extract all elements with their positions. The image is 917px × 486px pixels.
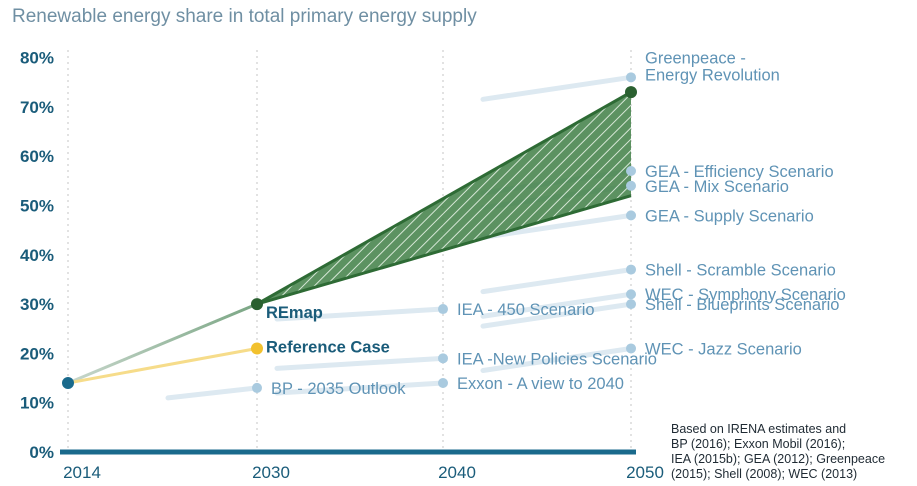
scenario-point: [626, 165, 636, 176]
scenario-trend-line: [480, 345, 634, 373]
remap-upper-line: [256, 90, 632, 306]
y-tick-label: 20%: [20, 344, 54, 363]
reference-case-label: Reference Case: [266, 338, 390, 356]
scenario-label: Shell - Scramble Scenario: [645, 262, 836, 280]
scenario-label: GEA - Supply Scenario: [645, 207, 814, 225]
scenario-label: WEC - Jazz Scenario: [645, 340, 802, 358]
scenario-point: [626, 343, 636, 354]
remap-2030-point: [251, 298, 263, 311]
y-tick-label: 40%: [20, 246, 54, 265]
scenario-point: [438, 353, 448, 364]
scenario-point: [438, 377, 448, 388]
x-tick-label: 2050: [626, 463, 664, 482]
scenario-trend-line: [274, 306, 446, 322]
x-tick-label: 2030: [252, 463, 290, 482]
y-tick-label: 60%: [20, 147, 54, 166]
source-note-line: (2015); Shell (2008); WEC (2013): [671, 467, 858, 481]
scenario-label: IEA -New Policies Scenario: [457, 350, 657, 368]
scenario-label: Greenpeace -Energy Revolution: [645, 49, 780, 84]
source-note-line: Based on IRENA estimates and: [671, 422, 847, 436]
y-tick-label: 30%: [20, 295, 54, 314]
scenario-point: [626, 299, 636, 310]
x-tick-label: 2040: [438, 463, 476, 482]
scenario-label: GEA - Efficiency Scenario: [645, 163, 834, 181]
scenario-point: [252, 382, 262, 393]
reference-case-2030-point: [251, 342, 263, 355]
scenario-point: [626, 210, 636, 221]
scenario-trend-line: [480, 212, 634, 240]
y-tick-label: 10%: [20, 394, 54, 413]
scenario-label: Shell - Blueprints Scenario: [645, 296, 839, 314]
scenario-label: BP - 2035 Outlook: [271, 380, 406, 398]
remap-label: REmap: [266, 304, 323, 322]
remap-lower-line: [256, 194, 632, 306]
source-note: Based on IRENA estimates and BP (2016); …: [671, 422, 911, 482]
start-2014-point: [62, 376, 74, 389]
scenario-trend-line: [274, 355, 446, 371]
scenario-point: [438, 304, 448, 315]
scenario-point: [626, 289, 636, 300]
y-tick-label: 0%: [29, 443, 54, 462]
scenario-label: WEC - Symphony Scenario: [645, 286, 846, 304]
scenario-trend-line: [480, 291, 634, 319]
remap-2050-point: [625, 86, 637, 99]
source-note-line: BP (2016); Exxon Mobil (2016);: [671, 437, 846, 451]
scenario-trend-line: [480, 74, 634, 102]
scenario-point: [626, 180, 636, 191]
scenario-trend-line: [274, 380, 446, 396]
scenario-trend-line: [480, 267, 634, 295]
x-tick-label: 2014: [63, 463, 101, 482]
scenario-point: [626, 72, 636, 83]
scenario-point: [626, 264, 636, 275]
scenario-trend-line: [480, 301, 634, 329]
scenario-label: GEA - Mix Scenario: [645, 178, 789, 196]
reference-case-line: [67, 346, 258, 385]
chart-title: Renewable energy share in total primary …: [12, 6, 477, 27]
scenario-trend-line: [165, 385, 260, 401]
remap-line: [67, 302, 258, 385]
source-note-line: IEA (2015b); GEA (2012); Greenpeace: [671, 452, 886, 466]
scenario-label: IEA - 450 Scenario: [457, 301, 595, 319]
y-tick-label: 50%: [20, 197, 54, 216]
y-tick-label: 80%: [20, 49, 54, 68]
scenario-label: Exxon - A view to 2040: [457, 375, 624, 393]
y-tick-label: 70%: [20, 98, 54, 117]
